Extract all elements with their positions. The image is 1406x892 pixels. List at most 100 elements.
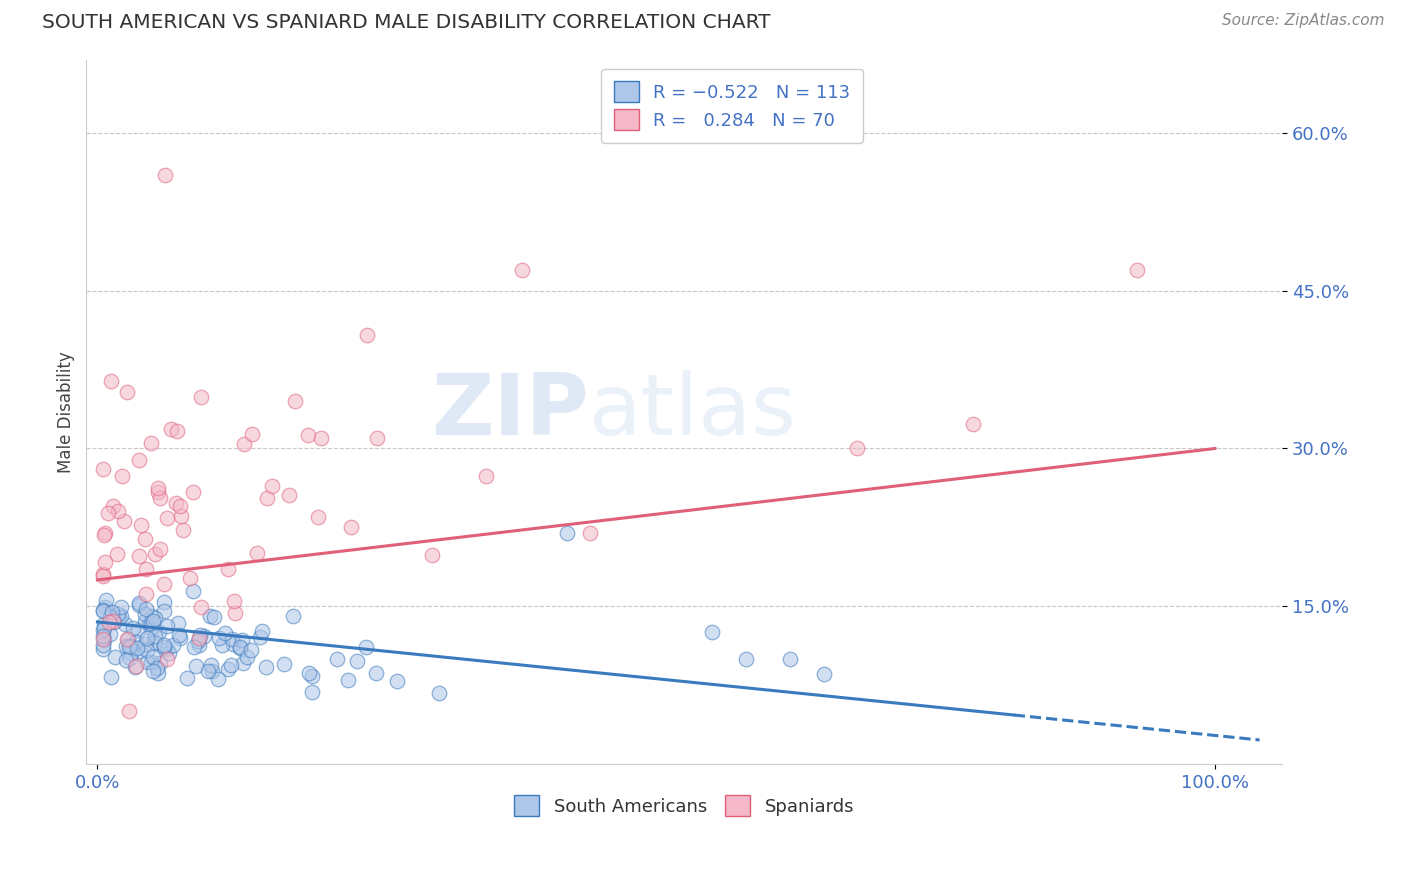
- Point: [149, 542, 172, 557]
- Point: [136, 642, 159, 657]
- Point: [134, 638, 156, 652]
- Point: [224, 607, 246, 621]
- Point: [152, 638, 174, 652]
- Point: [700, 625, 723, 640]
- Point: [297, 427, 319, 442]
- Point: [240, 643, 263, 657]
- Point: [201, 665, 224, 679]
- Point: [366, 431, 388, 445]
- Point: [229, 640, 252, 655]
- Point: [278, 488, 301, 502]
- Point: [91, 641, 114, 656]
- Point: [356, 327, 378, 342]
- Point: [149, 656, 172, 670]
- Point: [142, 649, 165, 664]
- Point: [129, 644, 152, 658]
- Point: [128, 597, 150, 611]
- Point: [354, 640, 377, 654]
- Point: [91, 603, 114, 617]
- Point: [207, 631, 229, 645]
- Point: [217, 562, 239, 576]
- Point: [93, 528, 115, 542]
- Point: [326, 652, 349, 666]
- Legend: South Americans, Spaniards: South Americans, Spaniards: [505, 787, 863, 825]
- Point: [273, 657, 295, 671]
- Point: [346, 655, 368, 669]
- Point: [121, 621, 143, 635]
- Point: [156, 651, 179, 665]
- Point: [98, 610, 121, 624]
- Point: [779, 651, 801, 665]
- Point: [510, 262, 533, 277]
- Point: [159, 422, 181, 436]
- Point: [190, 600, 212, 615]
- Point: [427, 686, 450, 700]
- Point: [166, 424, 188, 438]
- Point: [107, 607, 129, 621]
- Point: [112, 515, 135, 529]
- Point: [135, 656, 157, 670]
- Point: [420, 548, 443, 562]
- Point: [103, 499, 125, 513]
- Point: [97, 506, 120, 520]
- Point: [193, 629, 215, 643]
- Point: [734, 651, 756, 665]
- Point: [105, 547, 128, 561]
- Point: [128, 452, 150, 467]
- Point: [128, 549, 150, 563]
- Point: [100, 670, 122, 684]
- Point: [91, 638, 114, 652]
- Point: [93, 617, 115, 632]
- Point: [146, 665, 169, 680]
- Point: [169, 499, 191, 513]
- Point: [103, 615, 125, 630]
- Point: [142, 614, 165, 628]
- Point: [108, 610, 131, 624]
- Point: [475, 469, 498, 483]
- Point: [176, 671, 198, 685]
- Point: [188, 627, 211, 641]
- Point: [181, 584, 204, 599]
- Point: [115, 384, 138, 399]
- Point: [111, 469, 134, 483]
- Point: [127, 623, 149, 637]
- Point: [152, 595, 174, 609]
- Point: [309, 431, 332, 445]
- Point: [246, 546, 269, 560]
- Point: [222, 637, 245, 651]
- Point: [91, 569, 114, 583]
- Point: [219, 657, 242, 672]
- Point: [115, 639, 138, 653]
- Point: [307, 510, 329, 524]
- Point: [120, 639, 142, 653]
- Point: [145, 547, 167, 561]
- Point: [148, 624, 170, 639]
- Point: [129, 518, 152, 533]
- Point: [298, 666, 321, 681]
- Point: [104, 649, 127, 664]
- Point: [240, 426, 263, 441]
- Point: [91, 462, 114, 476]
- Point: [120, 646, 142, 660]
- Point: [200, 658, 222, 673]
- Point: [202, 610, 225, 624]
- Point: [301, 685, 323, 699]
- Point: [301, 669, 323, 683]
- Point: [385, 674, 408, 689]
- Point: [135, 602, 157, 616]
- Point: [142, 664, 165, 678]
- Point: [139, 436, 162, 450]
- Point: [162, 639, 184, 653]
- Point: [138, 616, 160, 631]
- Point: [134, 607, 156, 622]
- Text: ZIP: ZIP: [430, 370, 589, 453]
- Text: SOUTH AMERICAN VS SPANIARD MALE DISABILITY CORRELATION CHART: SOUTH AMERICAN VS SPANIARD MALE DISABILI…: [42, 13, 770, 32]
- Text: Source: ZipAtlas.com: Source: ZipAtlas.com: [1222, 13, 1385, 29]
- Point: [114, 616, 136, 631]
- Point: [579, 525, 602, 540]
- Point: [336, 673, 359, 687]
- Point: [115, 653, 138, 667]
- Point: [233, 437, 256, 451]
- Point: [141, 621, 163, 635]
- Point: [110, 600, 132, 615]
